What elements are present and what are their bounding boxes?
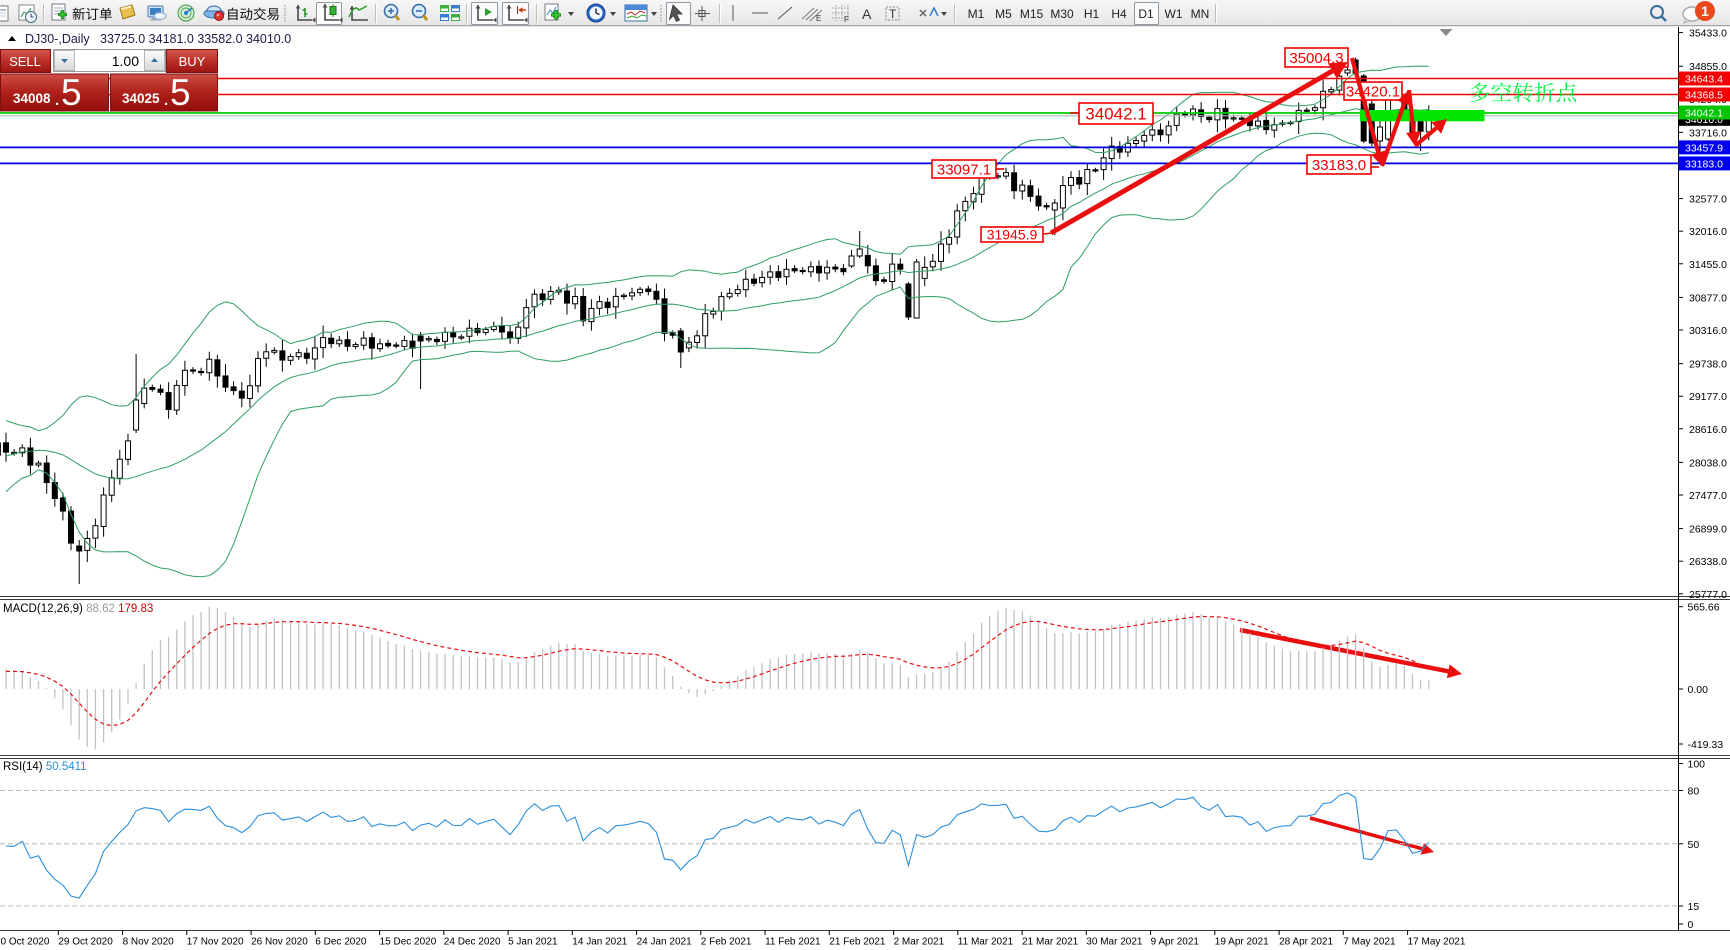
svg-text:34855.0: 34855.0 — [1689, 61, 1727, 73]
svg-text:35004.3: 35004.3 — [1289, 50, 1343, 67]
svg-text:H4: H4 — [1111, 7, 1127, 21]
svg-text:1: 1 — [1701, 3, 1709, 19]
svg-text:7 May 2021: 7 May 2021 — [1343, 937, 1396, 948]
svg-text:26899.0: 26899.0 — [1689, 524, 1727, 536]
svg-text:DJ30-,Daily 33725.0 34181.0: DJ30-,Daily 33725.0 34181.0 33582.0 3401… — [25, 32, 291, 46]
svg-text:34042.1: 34042.1 — [1085, 105, 1146, 124]
svg-text:M1: M1 — [968, 7, 985, 21]
svg-text:80: 80 — [1688, 786, 1700, 798]
svg-text:5: 5 — [170, 72, 191, 113]
svg-text:5 Jan 2021: 5 Jan 2021 — [508, 937, 558, 948]
svg-text:F: F — [844, 15, 849, 24]
svg-text:MACD(12,26,9) 88.62 179.83: MACD(12,26,9) 88.62 179.83 — [3, 603, 153, 615]
svg-text:17 Nov 2020: 17 Nov 2020 — [187, 937, 244, 948]
svg-text:34042.1: 34042.1 — [1685, 108, 1723, 120]
svg-text:H1: H1 — [1084, 7, 1100, 21]
svg-text:.: . — [55, 92, 59, 109]
svg-text:24 Jan 2021: 24 Jan 2021 — [637, 937, 692, 948]
svg-text:MN: MN — [1191, 7, 1210, 21]
svg-text:29738.0: 29738.0 — [1689, 359, 1727, 371]
svg-text:31945.9: 31945.9 — [987, 227, 1038, 243]
svg-text:21 Mar 2021: 21 Mar 2021 — [1022, 937, 1079, 948]
svg-text:30316.0: 30316.0 — [1689, 325, 1727, 337]
svg-text:5: 5 — [61, 72, 82, 113]
svg-text:11 Mar 2021: 11 Mar 2021 — [958, 937, 1014, 948]
svg-text:24 Dec 2020: 24 Dec 2020 — [444, 937, 501, 948]
svg-text:6 Dec 2020: 6 Dec 2020 — [315, 937, 367, 948]
svg-text:35433.0: 35433.0 — [1689, 28, 1727, 40]
svg-text:0.00: 0.00 — [1688, 684, 1709, 696]
svg-text:2 Mar 2021: 2 Mar 2021 — [894, 937, 945, 948]
svg-text:28038.0: 28038.0 — [1689, 457, 1727, 469]
svg-text:32016.0: 32016.0 — [1689, 226, 1727, 238]
svg-text:29177.0: 29177.0 — [1689, 391, 1727, 403]
svg-text:8 Nov 2020: 8 Nov 2020 — [123, 937, 175, 948]
svg-text:32577.0: 32577.0 — [1689, 194, 1727, 206]
svg-text:-419.33: -419.33 — [1688, 739, 1724, 751]
svg-text:34420.1: 34420.1 — [1346, 83, 1400, 100]
svg-text:28 Apr 2021: 28 Apr 2021 — [1279, 937, 1333, 948]
svg-text:.: . — [164, 92, 168, 109]
svg-text:28616.0: 28616.0 — [1689, 424, 1727, 436]
svg-text:M15: M15 — [1020, 7, 1044, 21]
svg-text:9 Apr 2021: 9 Apr 2021 — [1151, 937, 1200, 948]
svg-text:0 Oct 2020: 0 Oct 2020 — [1, 937, 50, 948]
svg-text:19 Apr 2021: 19 Apr 2021 — [1215, 937, 1269, 948]
svg-text:34008: 34008 — [13, 91, 51, 106]
svg-text:15: 15 — [1688, 901, 1700, 913]
svg-text:T: T — [889, 7, 897, 21]
svg-text:26338.0: 26338.0 — [1689, 556, 1727, 568]
svg-text:11 Feb 2021: 11 Feb 2021 — [765, 937, 821, 948]
svg-text:33716.0: 33716.0 — [1689, 127, 1727, 139]
svg-text:RSI(14) 50.5411: RSI(14) 50.5411 — [3, 761, 87, 773]
svg-text:21 Feb 2021: 21 Feb 2021 — [829, 937, 886, 948]
svg-text:26 Nov 2020: 26 Nov 2020 — [251, 937, 308, 948]
svg-text:34025: 34025 — [122, 91, 160, 106]
svg-text:E: E — [816, 14, 821, 23]
svg-text:15 Dec 2020: 15 Dec 2020 — [380, 937, 437, 948]
svg-text:1.00: 1.00 — [112, 53, 139, 69]
svg-text:27477.0: 27477.0 — [1689, 490, 1727, 502]
svg-text:565.66: 565.66 — [1688, 602, 1720, 614]
svg-text:33183.0: 33183.0 — [1312, 157, 1366, 174]
svg-text:29 Oct 2020: 29 Oct 2020 — [58, 937, 113, 948]
svg-text:SELL: SELL — [9, 54, 41, 69]
svg-text:A: A — [862, 6, 872, 22]
svg-text:34643.4: 34643.4 — [1685, 74, 1723, 86]
svg-text:M30: M30 — [1050, 7, 1074, 21]
svg-text:14 Jan 2021: 14 Jan 2021 — [572, 937, 627, 948]
svg-text:33457.9: 33457.9 — [1685, 142, 1723, 154]
svg-text:W1: W1 — [1165, 7, 1183, 21]
svg-text:BUY: BUY — [179, 54, 206, 69]
svg-text:33183.0: 33183.0 — [1685, 158, 1723, 170]
svg-text:30 Mar 2021: 30 Mar 2021 — [1086, 937, 1143, 948]
svg-text:0: 0 — [1688, 919, 1694, 931]
svg-text:17 May 2021: 17 May 2021 — [1408, 937, 1466, 948]
svg-text:30877.0: 30877.0 — [1689, 292, 1727, 304]
svg-text:2 Feb 2021: 2 Feb 2021 — [701, 937, 752, 948]
svg-text:M5: M5 — [995, 7, 1012, 21]
svg-text:31455.0: 31455.0 — [1689, 259, 1727, 271]
svg-text:34368.5: 34368.5 — [1685, 90, 1723, 102]
svg-text:50: 50 — [1688, 839, 1700, 851]
svg-text:33097.1: 33097.1 — [937, 161, 991, 178]
svg-text:100: 100 — [1688, 759, 1706, 771]
svg-text:D1: D1 — [1138, 7, 1154, 21]
svg-text:25777.0: 25777.0 — [1689, 589, 1727, 601]
